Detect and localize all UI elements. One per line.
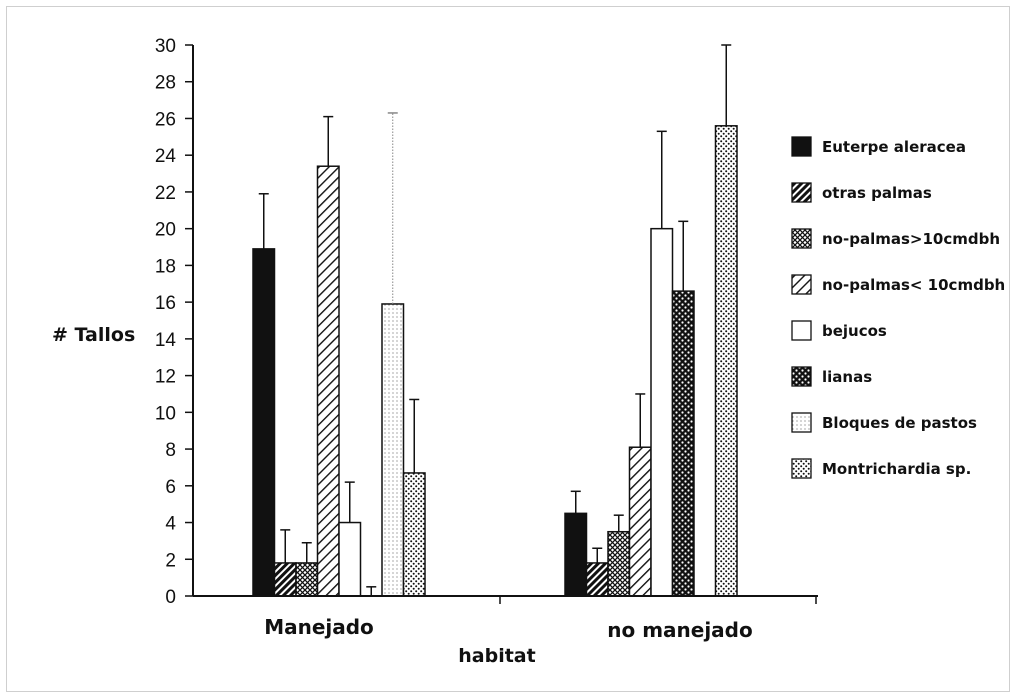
bar-euterpe-aleracea-manejado — [252, 248, 276, 597]
legend-swatch-no-palmas-10cmdbh — [791, 228, 812, 249]
legend-swatch-euterpe-aleracea — [791, 136, 812, 157]
chart-frame — [6, 6, 1010, 692]
bar-montrichardia-sp-no-manejado — [714, 125, 738, 597]
legend-swatch-bejucos — [791, 320, 812, 341]
y-tick-label: 0 — [165, 587, 176, 608]
bar-euterpe-aleracea-no-manejado — [564, 512, 588, 597]
legend-swatch-lianas — [791, 366, 812, 387]
legend-swatch-otras-palmas — [791, 182, 812, 203]
legend-swatch-bloques-de-pastos — [791, 412, 812, 433]
legend-label-euterpe-aleracea: Euterpe aleracea — [822, 138, 966, 156]
bar-lianas-no-manejado — [671, 290, 695, 597]
y-tick-label: 22 — [155, 183, 176, 204]
bar-bejucos-no-manejado — [650, 227, 674, 597]
bars-group — [252, 125, 738, 597]
bar-montrichardia-sp-manejado — [402, 472, 426, 597]
y-tick-label: 2 — [165, 550, 176, 571]
y-tick-label: 4 — [165, 514, 176, 535]
y-tick-label: 10 — [155, 403, 176, 424]
category-label-no-manejado: no manejado — [607, 618, 753, 642]
bar-no-palmas-10cmdbh-manejado — [295, 562, 319, 597]
y-tick-label: 16 — [155, 293, 176, 314]
y-tick-label: 12 — [155, 367, 176, 388]
legend-label-montrichardia-sp: Montrichardia sp. — [822, 460, 971, 478]
legend: Euterpe aleracea otras palmas no-palmas>10… — [791, 136, 1005, 479]
legend-label-bloques-de-pastos: Bloques de pastos — [822, 414, 977, 432]
legend-swatch-montrichardia-sp — [791, 458, 812, 479]
x-axis-title: habitat — [458, 645, 535, 667]
legend-label-otras-palmas: otras palmas — [822, 184, 932, 202]
bar-bejucos-manejado — [338, 521, 362, 597]
legend-swatch-no-palmas-10cmdbh — [791, 274, 812, 295]
y-tick-label: 8 — [165, 440, 176, 461]
bar-otras-palmas-manejado — [273, 562, 297, 597]
bar-otras-palmas-no-manejado — [585, 562, 609, 597]
y-tick-label: 24 — [155, 146, 177, 167]
y-tick-label: 6 — [165, 477, 176, 498]
legend-label-bejucos: bejucos — [822, 322, 887, 340]
legend-label-lianas: lianas — [822, 368, 872, 386]
bar-no-palmas-10cmdbh-no-manejado — [607, 530, 631, 597]
y-tick-label: 14 — [155, 330, 177, 351]
bar-no-palmas-10cmdbh-no-manejado — [628, 446, 652, 597]
y-tick-label: 20 — [155, 220, 176, 241]
legend-label-no-palmas-10cmdbh: no-palmas< 10cmdbh — [822, 276, 1005, 294]
y-axis-title: # Tallos — [52, 324, 135, 346]
category-label-manejado: Manejado — [264, 615, 374, 639]
y-tick-label: 18 — [155, 256, 176, 277]
bar-no-palmas-10cmdbh-manejado — [316, 165, 340, 597]
bar-bloques-de-pastos-manejado — [381, 303, 405, 597]
error-bars-group — [258, 44, 732, 596]
y-tick-label: 26 — [155, 109, 176, 130]
y-tick-label: 30 — [155, 36, 176, 57]
legend-label-no-palmas-10cmdbh: no-palmas>10cmdbh — [822, 230, 1000, 248]
y-tick-label: 28 — [155, 73, 176, 94]
